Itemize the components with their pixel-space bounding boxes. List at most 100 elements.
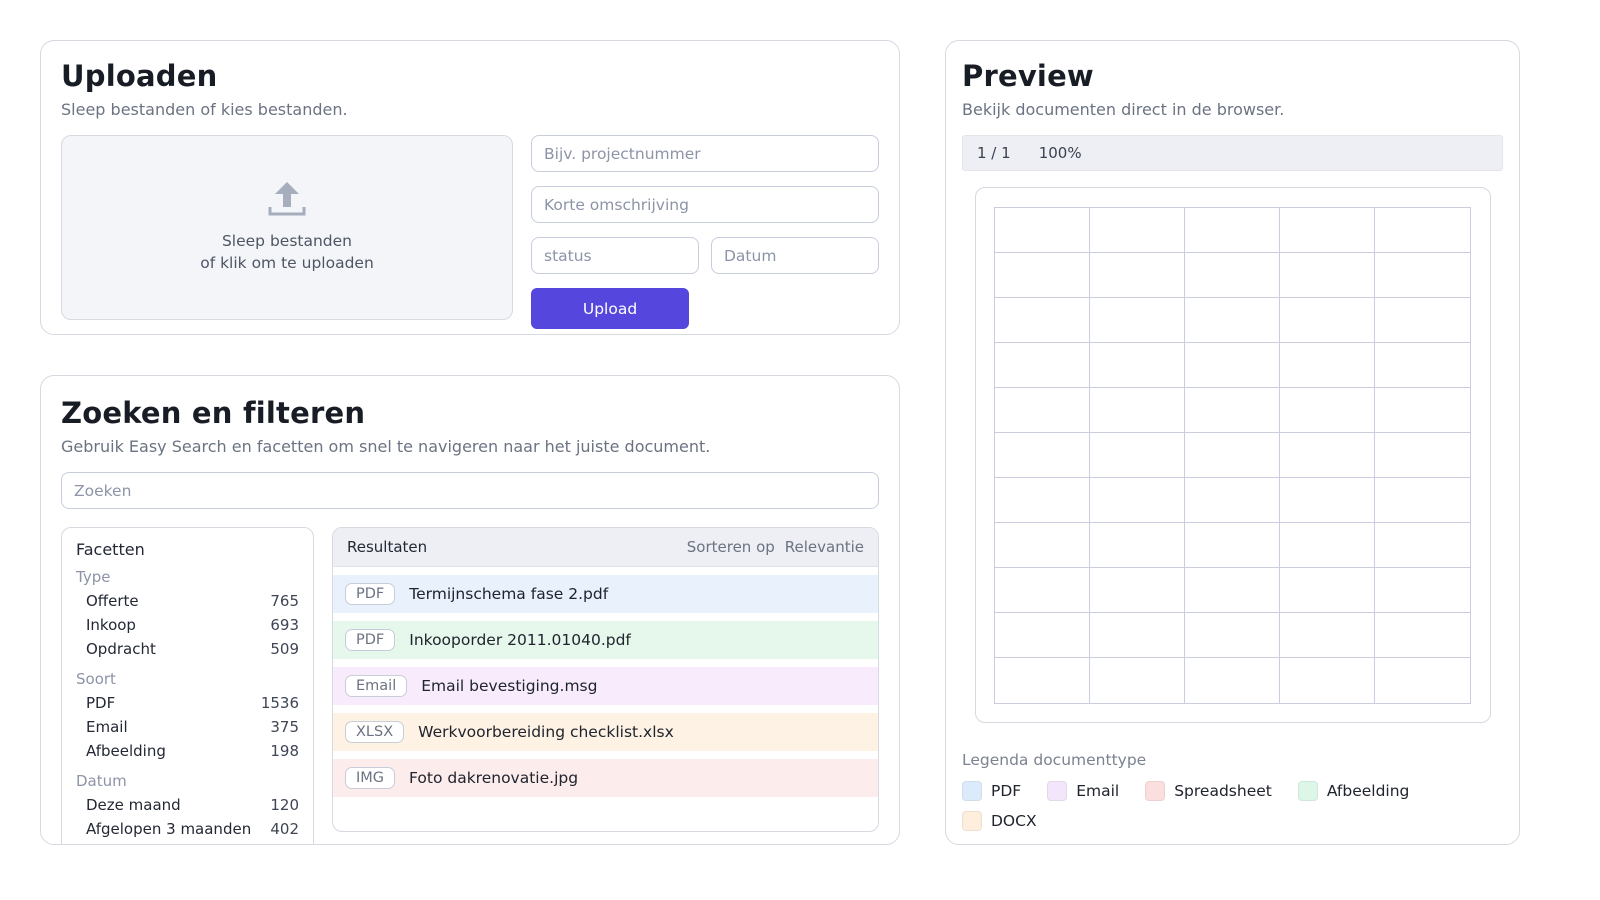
status-date-row <box>531 237 879 274</box>
facet-item-email[interactable]: Email 375 <box>76 715 299 739</box>
preview-grid-cell <box>1185 567 1280 613</box>
facet-item-count: 120 <box>270 796 299 814</box>
preview-grid-cell <box>995 522 1090 568</box>
status-input[interactable] <box>531 237 699 274</box>
preview-grid-cell <box>1280 657 1375 703</box>
legend-label: DOCX <box>991 812 1037 830</box>
preview-grid-cell <box>1375 343 1470 388</box>
legend-label: Afbeelding <box>1326 782 1410 800</box>
result-filename: Termijnschema fase 2.pdf <box>409 585 609 603</box>
projectnumber-input[interactable] <box>531 135 879 172</box>
facet-group-label: Soort <box>76 670 116 688</box>
legend-swatch-email <box>1047 781 1068 801</box>
facet-item-name: PDF <box>86 694 116 712</box>
preview-grid-cell <box>995 342 1090 388</box>
preview-grid-cell <box>1375 433 1470 478</box>
facet-item-count: 402 <box>270 820 299 838</box>
search-panel: Zoeken en filteren Gebruik Easy Search e… <box>40 375 900 845</box>
facet-item-deze-maand[interactable]: Deze maand 120 <box>76 793 299 817</box>
preview-grid-cell <box>1375 523 1470 568</box>
search-input[interactable] <box>61 472 879 509</box>
legend-item-spreadsheet: Spreadsheet <box>1145 781 1272 801</box>
preview-grid-cell <box>1090 297 1185 343</box>
preview-grid-cell <box>1375 298 1470 343</box>
preview-grid-cell <box>995 297 1090 343</box>
preview-grid-cell <box>1375 388 1470 433</box>
legend-title: Legenda documenttype <box>962 751 1147 769</box>
preview-grid-cell <box>1090 567 1185 613</box>
result-row[interactable]: XLSX Werkvoorbereiding checklist.xlsx <box>333 713 878 751</box>
facet-item-afbeelding[interactable]: Afbeelding 198 <box>76 739 299 763</box>
facet-item-count: 509 <box>270 640 299 658</box>
legend-item-email: Email <box>1047 781 1119 801</box>
upload-button[interactable]: Upload <box>531 288 689 329</box>
facet-item-inkoop[interactable]: Inkoop 693 <box>76 613 299 637</box>
result-row[interactable]: PDF Inkooporder 2011.01040.pdf <box>333 621 878 659</box>
facet-item-count: 375 <box>270 718 299 736</box>
facet-item-name: Inkoop <box>86 616 136 634</box>
preview-grid-cell <box>1185 612 1280 658</box>
preview-grid-cell <box>1090 477 1185 523</box>
result-filename: Werkvoorbereiding checklist.xlsx <box>418 723 674 741</box>
preview-subtitle: Bekijk documenten direct in de browser. <box>962 100 1285 119</box>
preview-panel: Preview Bekijk documenten direct in de b… <box>945 40 1520 845</box>
sort-label: Sorteren op <box>686 538 775 556</box>
preview-grid-cell <box>1280 252 1375 298</box>
preview-grid-cell <box>1280 342 1375 388</box>
search-title: Zoeken en filteren <box>61 396 366 430</box>
facets-panel: Facetten Type Offerte 765 Inkoop 693 Opdracht… <box>61 527 314 844</box>
facet-group-datum: Datum Deze maand 120 Afgelopen 3 maanden 402 <box>76 772 299 841</box>
preview-grid-cell <box>995 477 1090 523</box>
upload-content: Sleep bestanden of klik om te uploaden U… <box>61 135 879 329</box>
facet-item-name: Afbeelding <box>86 742 166 760</box>
description-input[interactable] <box>531 186 879 223</box>
results-title: Resultaten <box>347 538 428 556</box>
facets-title: Facetten <box>76 540 145 559</box>
legend-swatch-afbeelding <box>1297 781 1318 801</box>
preview-grid-cell <box>1280 432 1375 478</box>
facet-item-name: Email <box>86 718 128 736</box>
preview-grid-cell <box>1375 253 1470 298</box>
preview-grid-cell <box>1280 387 1375 433</box>
preview-grid-cell <box>995 207 1090 253</box>
result-row[interactable]: Email Email bevestiging.msg <box>333 667 878 705</box>
preview-grid-cell <box>995 432 1090 478</box>
upload-title: Uploaden <box>61 59 218 93</box>
dropzone-text-line1: Sleep bestanden <box>221 231 353 250</box>
sort-value[interactable]: Relevantie <box>784 538 864 556</box>
upload-dropzone[interactable]: Sleep bestanden of klik om te uploaden <box>61 135 513 320</box>
facet-item-name: Afgelopen 3 maanden <box>86 820 252 838</box>
upload-fields: Upload <box>531 135 879 329</box>
result-row[interactable]: PDF Termijnschema fase 2.pdf <box>333 575 878 613</box>
document-grid <box>994 206 1471 704</box>
facet-item-name: Opdracht <box>86 640 156 658</box>
facet-item-count: 1536 <box>260 694 299 712</box>
result-filename: Inkooporder 2011.01040.pdf <box>409 631 631 649</box>
facet-group-label: Type <box>76 568 111 586</box>
result-type-badge: PDF <box>345 583 396 605</box>
result-row[interactable]: IMG Foto dakrenovatie.jpg <box>333 759 878 797</box>
facet-item-count: 693 <box>270 616 299 634</box>
preview-grid-cell <box>1185 252 1280 298</box>
dropzone-text-line2: of klik om te uploaden <box>200 253 374 272</box>
preview-grid-cell <box>995 657 1090 703</box>
date-input[interactable] <box>711 237 879 274</box>
result-filename: Email bevestiging.msg <box>421 677 598 695</box>
facet-item-opdracht[interactable]: Opdracht 509 <box>76 637 299 661</box>
page-indicator: 1 / 1 <box>977 144 1011 162</box>
facet-item-count: 765 <box>270 592 299 610</box>
preview-grid-cell <box>1375 613 1470 658</box>
upload-arrow-icon <box>268 181 306 216</box>
preview-grid-cell <box>1185 432 1280 478</box>
facet-item-offerte[interactable]: Offerte 765 <box>76 589 299 613</box>
legend-swatch-spreadsheet <box>1145 781 1166 801</box>
preview-grid-cell <box>1280 567 1375 613</box>
legend-label: PDF <box>991 782 1022 800</box>
facet-item-afgelopen-3-maanden[interactable]: Afgelopen 3 maanden 402 <box>76 817 299 841</box>
preview-grid-cell <box>995 387 1090 433</box>
legend-label: Email <box>1076 782 1120 800</box>
legend-item-docx: DOCX <box>962 811 1037 831</box>
legend-item-pdf: PDF <box>962 781 1021 801</box>
facet-item-pdf[interactable]: PDF 1536 <box>76 691 299 715</box>
facet-group-type: Type Offerte 765 Inkoop 693 Opdracht 509 <box>76 568 299 661</box>
